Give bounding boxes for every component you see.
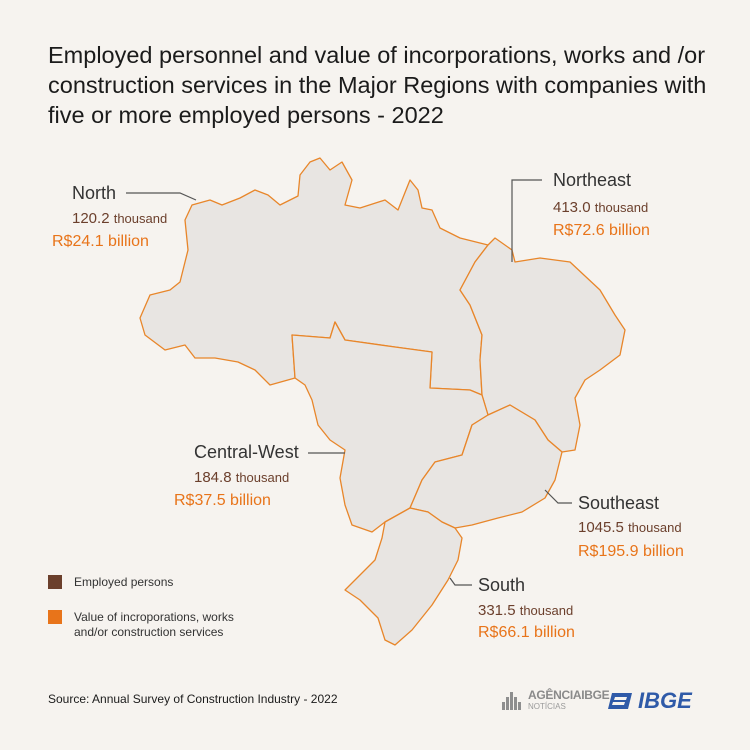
- northeast-value: R$72.6 billion: [553, 222, 650, 239]
- southeast-value: R$195.9 billion: [578, 543, 684, 560]
- southeast-employed-value: 1045.5: [578, 519, 624, 536]
- north-leader-line: [126, 192, 197, 201]
- ibge-logo: IBGE: [608, 688, 703, 716]
- central-west-employed-value: 184.8: [194, 469, 232, 486]
- ibge-mark-icon: [608, 693, 632, 709]
- north-value: R$24.1 billion: [52, 233, 149, 250]
- chart-title: Employed personnel and value of incorpor…: [48, 42, 707, 128]
- source-note: Source: Annual Survey of Construction In…: [48, 692, 338, 706]
- legend-employed-label: Employed persons: [74, 575, 174, 589]
- legend-value: Value of incroporations, works and/or co…: [48, 610, 308, 642]
- central-west-employed: 184.8 thousand: [194, 467, 289, 489]
- agencia-ibge-logo: AGÊNCIAIBGE NOTÍCIAS: [502, 688, 610, 714]
- legend-employed: Employed persons: [48, 575, 308, 591]
- north-employed: 120.2 thousand: [72, 208, 167, 230]
- northeast-leader-line: [511, 179, 542, 262]
- north-label: North: [72, 183, 117, 203]
- agencia-bars-icon: [502, 690, 524, 710]
- northeast-employed: 413.0 thousand: [553, 197, 648, 219]
- northeast-employed-unit: thousand: [594, 200, 649, 215]
- south-label: South: [478, 575, 526, 595]
- region-southeast: [409, 404, 563, 529]
- agencia-logo-name: AGÊNCIAIBGE: [528, 688, 610, 702]
- south-employed: 331.5 thousand: [478, 600, 573, 622]
- region-south: [344, 507, 463, 646]
- south-employed-unit: thousand: [519, 603, 574, 618]
- south-value: R$66.1 billion: [478, 624, 575, 641]
- central-west-employed-unit: thousand: [235, 470, 290, 485]
- south-leader-line: [449, 577, 472, 586]
- northeast-label: Northeast: [553, 170, 632, 190]
- legend-value-label: Value of incroporations, works and/or co…: [74, 610, 234, 639]
- southeast-label: Southeast: [578, 493, 660, 513]
- legend-value-swatch: [48, 610, 62, 624]
- central-west-label: Central-West: [194, 442, 299, 462]
- northeast-employed-value: 413.0: [553, 199, 591, 216]
- agencia-logo-sub: NOTÍCIAS: [528, 702, 566, 711]
- ibge-logo-text: IBGE: [638, 688, 692, 713]
- southeast-employed: 1045.5 thousand: [578, 517, 682, 539]
- south-employed-value: 331.5: [478, 602, 516, 619]
- north-employed-value: 120.2: [72, 210, 110, 227]
- legend-employed-swatch: [48, 575, 62, 589]
- central-west-value: R$37.5 billion: [174, 492, 271, 509]
- north-employed-unit: thousand: [113, 211, 168, 226]
- southeast-leader-line: [544, 489, 572, 504]
- region-northeast: [459, 237, 626, 453]
- southeast-employed-unit: thousand: [628, 520, 682, 535]
